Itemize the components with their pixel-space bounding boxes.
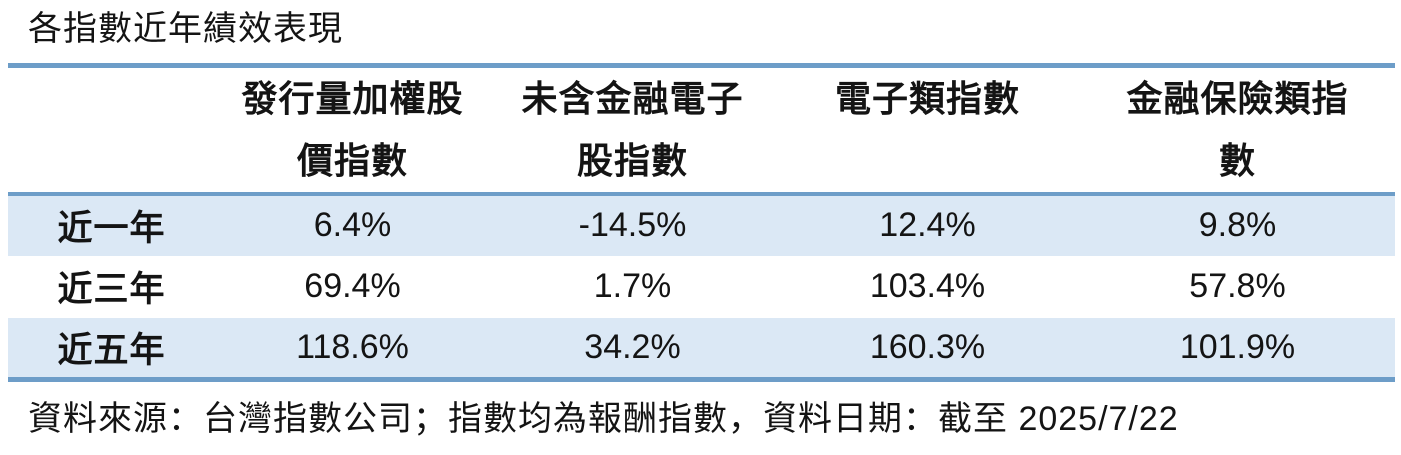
cell-1y-electronics: 12.4% (879, 206, 976, 245)
cell-1y-weighted: 6.4% (313, 206, 392, 245)
cell-3y-weighted: 69.4% (304, 267, 401, 306)
column-header-weighted-index: 發行量加權股 價指數 (215, 65, 490, 196)
cell-5y-finance: 101.9% (1179, 328, 1296, 367)
cell-1y-finance: 9.8% (1198, 206, 1277, 245)
column-header-finance-insurance-index: 金融保險類指 數 (1080, 65, 1395, 196)
cell-3y-electronics: 103.4% (869, 267, 986, 306)
performance-table: 發行量加權股 價指數 未含金融電子 股指數 電子類指數 金融保險類指 數 近一年… (8, 62, 1395, 383)
header-row: 發行量加權股 價指數 未含金融電子 股指數 電子類指數 金融保險類指 數 (8, 65, 1395, 196)
cell-5y-ex-fin-elec: 34.2% (584, 328, 681, 367)
cell-3y-ex-fin-elec: 1.7% (593, 267, 672, 306)
cell-3y-finance: 57.8% (1189, 267, 1286, 306)
column-header-blank (8, 65, 215, 196)
table-row-1y: 近一年 6.4% -14.5% 12.4% 9.8% (8, 193, 1395, 256)
column-header-ex-fin-elec-index: 未含金融電子 股指數 (490, 65, 775, 196)
cell-5y-weighted: 118.6% (296, 328, 409, 367)
row-label-5y: 近五年 (57, 331, 166, 371)
table-row-5y: 近五年 118.6% 34.2% 160.3% 101.9% (8, 317, 1395, 380)
row-label-3y: 近三年 (57, 270, 166, 310)
column-header-electronics-index: 電子類指數 (775, 65, 1080, 196)
row-label-1y: 近一年 (57, 209, 166, 249)
table-row-3y: 近三年 69.4% 1.7% 103.4% 57.8% (8, 256, 1395, 318)
source-note: 資料來源：台灣指數公司；指數均為報酬指數，資料日期：截至 2025/7/22 (28, 400, 1179, 439)
cell-5y-electronics: 160.3% (869, 328, 986, 367)
cell-1y-ex-fin-elec: -14.5% (578, 206, 687, 245)
page-title: 各指數近年績效表現 (28, 10, 343, 48)
